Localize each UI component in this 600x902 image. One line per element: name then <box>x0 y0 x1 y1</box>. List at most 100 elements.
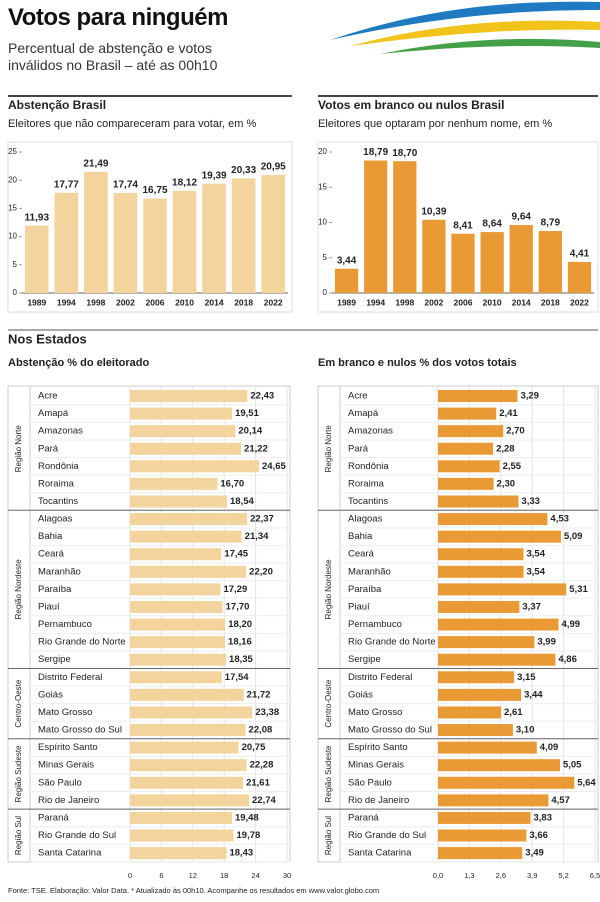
category-label: Minas Gerais <box>38 760 94 771</box>
x-tick-label: 2022 <box>570 297 589 307</box>
region-label: Região Norte <box>324 425 333 473</box>
bar <box>130 671 222 684</box>
category-label: Ceará <box>348 549 375 560</box>
value-label: 18,12 <box>172 177 197 188</box>
x-tick-label: 1994 <box>366 297 385 307</box>
x-tick-label: 2010 <box>483 297 502 307</box>
value-label: 3,29 <box>520 391 539 402</box>
chart-subtitle: Eleitores que não compareceram para vota… <box>8 118 256 130</box>
region-label: Região Norte <box>14 425 23 473</box>
y-tick-label: 15 <box>318 182 327 191</box>
value-label: 2,61 <box>504 707 523 718</box>
category-label: Rondônia <box>348 461 389 472</box>
bar <box>438 671 515 684</box>
bar <box>130 653 227 666</box>
bar <box>438 548 524 561</box>
value-label: 22,20 <box>249 566 273 577</box>
bar <box>438 513 548 526</box>
value-label: 4,53 <box>550 514 569 525</box>
page-subtitle: Percentual de abstenção e votos inválido… <box>8 40 218 73</box>
value-label: 17,29 <box>223 584 247 595</box>
region-label: Centro-Oeste <box>324 679 333 728</box>
x-tick-label: 2,6 <box>496 871 506 880</box>
value-label: 3,54 <box>527 549 546 560</box>
bar <box>130 829 234 842</box>
bar <box>130 477 218 490</box>
value-label: 21,49 <box>83 158 108 169</box>
value-label: 21,34 <box>245 531 269 542</box>
category-label: Paraná <box>38 812 69 823</box>
bar <box>438 847 523 860</box>
category-label: Bahia <box>348 531 373 542</box>
bar <box>480 232 504 293</box>
bar <box>438 442 494 455</box>
bar <box>130 548 222 561</box>
value-label: 3,10 <box>516 725 535 736</box>
category-label: Roraima <box>348 478 385 489</box>
bar <box>438 565 524 578</box>
bar <box>130 442 242 455</box>
bar <box>113 192 138 293</box>
value-label: 3,66 <box>529 830 548 841</box>
x-tick-label: 1,3 <box>464 871 474 880</box>
value-label: 3,44 <box>337 255 357 266</box>
decor-swoosh <box>330 1 600 40</box>
value-label: 3,15 <box>517 672 536 683</box>
bar <box>438 390 518 402</box>
plot-frame <box>317 141 599 313</box>
category-label: Mato Grosso do Sul <box>348 725 432 736</box>
value-label: 18,54 <box>230 496 254 507</box>
chart-title: Votos em branco ou nulos Brasil <box>318 98 504 112</box>
bar <box>438 688 522 701</box>
value-label: 16,75 <box>142 185 167 196</box>
category-label: Pará <box>38 443 59 454</box>
value-label: 8,64 <box>482 219 502 230</box>
chart-title: Abstenção % do eleitorado <box>8 357 149 369</box>
value-label: 17,45 <box>224 549 248 560</box>
x-tick-label: 2014 <box>205 297 224 307</box>
bar <box>130 811 232 824</box>
bar <box>130 741 239 754</box>
category-label: Rio Grande do Sul <box>348 830 426 841</box>
bar <box>438 636 535 649</box>
value-label: 19,78 <box>237 830 261 841</box>
bar <box>438 407 497 420</box>
bar <box>393 161 417 293</box>
bar <box>567 261 592 293</box>
category-label: Tocantins <box>38 496 78 507</box>
category-label: Acre <box>38 391 58 402</box>
value-label: 17,70 <box>226 601 250 612</box>
value-label: 8,79 <box>541 218 561 229</box>
category-label: Amazonas <box>348 426 393 437</box>
bar <box>438 653 556 666</box>
category-label: Tocantins <box>348 496 388 507</box>
value-label: 22,43 <box>250 391 274 402</box>
x-tick-label: 0,0 <box>433 871 443 880</box>
value-label: 19,48 <box>235 812 259 823</box>
bar <box>438 477 494 490</box>
value-label: 2,30 <box>497 478 516 489</box>
decor-swoosh <box>380 38 600 54</box>
value-label: 3,33 <box>521 496 540 507</box>
bar <box>438 724 513 737</box>
bar <box>130 636 226 649</box>
y-tick-label: 0 <box>323 288 328 297</box>
x-tick-label: 2018 <box>234 297 253 307</box>
value-label: 18,70 <box>392 148 417 159</box>
category-label: Sergipe <box>38 654 71 665</box>
chart-title: Em branco e nulos % dos votos totais <box>318 357 517 369</box>
value-label: 4,57 <box>551 795 570 806</box>
value-label: 17,74 <box>113 180 138 191</box>
y-tick-label: 10 <box>8 232 17 241</box>
value-label: 3,54 <box>527 566 546 577</box>
bar <box>54 192 79 293</box>
region-label: Região Nordeste <box>14 559 23 620</box>
bar <box>130 513 248 526</box>
source-note: Fonte: TSE. Elaboração: Valor Data. * At… <box>8 886 380 895</box>
value-label: 5,05 <box>563 760 582 771</box>
bar <box>261 174 286 293</box>
value-label: 17,54 <box>225 672 249 683</box>
category-label: Paraíba <box>38 584 72 595</box>
value-label: 5,31 <box>569 584 588 595</box>
